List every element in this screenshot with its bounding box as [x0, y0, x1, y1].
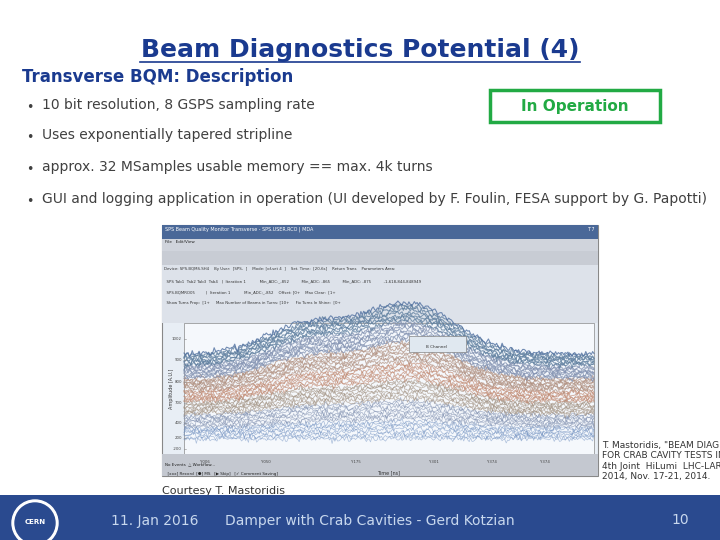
Text: T 7: T 7 [588, 227, 595, 232]
FancyBboxPatch shape [162, 251, 598, 265]
Text: •: • [27, 101, 34, 114]
FancyBboxPatch shape [162, 454, 598, 476]
Text: Y301: Y301 [429, 460, 439, 464]
Text: 11. Jan 2016: 11. Jan 2016 [112, 514, 199, 528]
Text: No Events  △ Workflow...: No Events △ Workflow... [165, 462, 215, 466]
Text: Y175: Y175 [351, 460, 361, 464]
FancyBboxPatch shape [162, 225, 598, 476]
Text: 900: 900 [174, 357, 182, 362]
Text: Y050: Y050 [261, 460, 271, 464]
FancyBboxPatch shape [162, 239, 598, 251]
Circle shape [12, 500, 58, 540]
Text: 800: 800 [174, 380, 182, 384]
Text: 1002: 1002 [172, 337, 182, 341]
Text: [xxx] Record  [●] MS   [▶ Skip]   [✓ Comment Saving]: [xxx] Record [●] MS [▶ Skip] [✓ Comment … [165, 472, 278, 476]
Text: •: • [27, 195, 34, 208]
FancyBboxPatch shape [162, 225, 598, 239]
Text: Y006: Y006 [199, 460, 210, 464]
Text: 700: 700 [174, 401, 182, 405]
FancyBboxPatch shape [408, 336, 466, 352]
Text: SPS.BQMRO05         |  Iteration 1           Min_ADC:_-852    Offset: [0+    Max: SPS.BQMRO05 | Iteration 1 Min_ADC:_-852 … [164, 290, 336, 294]
FancyBboxPatch shape [0, 495, 720, 540]
Text: Y374: Y374 [487, 460, 496, 464]
Text: SPS Tab1  Tab2 Tab3  Tab4   |  Iteration 1           Min_ADC:_-852          Min_: SPS Tab1 Tab2 Tab3 Tab4 | Iteration 1 Mi… [164, 279, 421, 283]
Text: Y374: Y374 [540, 460, 550, 464]
Text: Transverse BQM: Description: Transverse BQM: Description [22, 68, 293, 86]
FancyBboxPatch shape [184, 323, 594, 454]
Text: Beam Diagnostics Potential (4): Beam Diagnostics Potential (4) [140, 38, 580, 62]
FancyBboxPatch shape [490, 90, 660, 122]
Text: •: • [27, 131, 34, 144]
Text: Uses exponentially tapered stripline: Uses exponentially tapered stripline [42, 128, 292, 142]
Text: •: • [27, 163, 34, 176]
Text: T. Mastoridis, "BEAM DIAGNOSTICS TOOLS
FOR CRAB CAVITY TESTS IN THE SPS", at
4th: T. Mastoridis, "BEAM DIAGNOSTICS TOOLS F… [602, 441, 720, 481]
Text: Amplitude [A.U.]: Amplitude [A.U.] [168, 368, 174, 409]
Text: -200: -200 [173, 447, 182, 451]
Text: Time [ns]: Time [ns] [377, 470, 400, 475]
Text: GUI and logging application in operation (UI developed by F. Foulin, FESA suppor: GUI and logging application in operation… [42, 192, 707, 206]
Circle shape [15, 503, 55, 540]
FancyBboxPatch shape [162, 265, 598, 323]
Text: Courtesy T. Mastoridis: Courtesy T. Mastoridis [162, 486, 285, 496]
Text: 10 bit resolution, 8 GSPS sampling rate: 10 bit resolution, 8 GSPS sampling rate [42, 98, 315, 112]
Text: In Operation: In Operation [521, 98, 629, 113]
Text: Show Turns Prop:  [1+     Max Number of Beams in Turns: [10+     Fix Turns In Sh: Show Turns Prop: [1+ Max Number of Beams… [164, 301, 341, 305]
Text: Damper with Crab Cavities - Gerd Kotzian: Damper with Crab Cavities - Gerd Kotzian [225, 514, 515, 528]
Text: CERN: CERN [24, 519, 45, 525]
Text: Device: SPS.BQMS.SH4    By User:  [SPS-  ]    Mode: [of-set 4  ]    Set. Time:  : Device: SPS.BQMS.SH4 By User: [SPS- ] Mo… [164, 267, 395, 271]
Text: File   Edit/View: File Edit/View [165, 240, 194, 244]
Text: B Channel: B Channel [426, 345, 447, 349]
Text: SPS Beam Quality Monitor Transverse - SPS.USER.RCO | MDA: SPS Beam Quality Monitor Transverse - SP… [165, 227, 313, 233]
Text: 200: 200 [174, 436, 182, 440]
Text: approx. 32 MSamples usable memory == max. 4k turns: approx. 32 MSamples usable memory == max… [42, 160, 433, 174]
Text: 10: 10 [671, 514, 689, 528]
Text: 400: 400 [174, 421, 182, 424]
